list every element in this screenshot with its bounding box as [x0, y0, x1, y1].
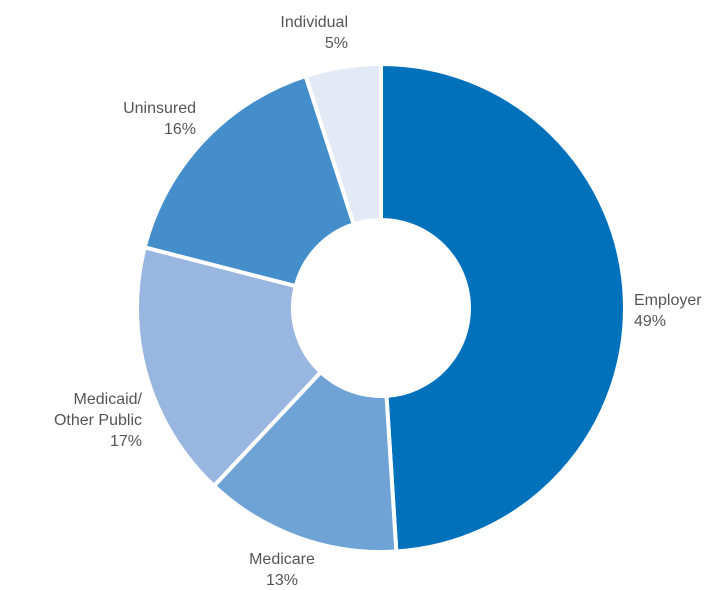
slices-group	[135, 61, 627, 554]
slice-value-label: 17%	[110, 433, 142, 450]
slice-label: Individual 5%	[280, 14, 348, 52]
slice-value-label: 49%	[634, 313, 666, 330]
slice-employer	[379, 61, 627, 554]
slice-label: Medicaid/Other Public 17%	[54, 391, 143, 450]
labels-group: Employer 49% Medicare 13% Medicaid/Other Pub…	[54, 14, 702, 589]
slice-medicaid-other-public	[135, 244, 324, 489]
slice-value-label: 13%	[266, 572, 298, 589]
slice-individual	[303, 61, 383, 227]
slice-name-label: Other Public	[54, 412, 142, 429]
slice-name-label: Employer	[634, 292, 702, 309]
slice-value-label: 16%	[164, 121, 196, 138]
slice-medicare	[211, 369, 399, 554]
slice-name-label: Medicaid/	[74, 391, 143, 408]
slice-name-label: Medicare	[249, 551, 315, 568]
slice-name-label: Uninsured	[123, 100, 196, 117]
slice-value-label: 5%	[325, 35, 348, 52]
slice-label: Employer 49%	[634, 292, 702, 330]
slice-label: Medicare 13%	[249, 551, 315, 589]
slice-label: Uninsured 16%	[123, 100, 196, 138]
slice-name-label: Individual	[280, 14, 348, 31]
slice-uninsured	[142, 73, 357, 289]
